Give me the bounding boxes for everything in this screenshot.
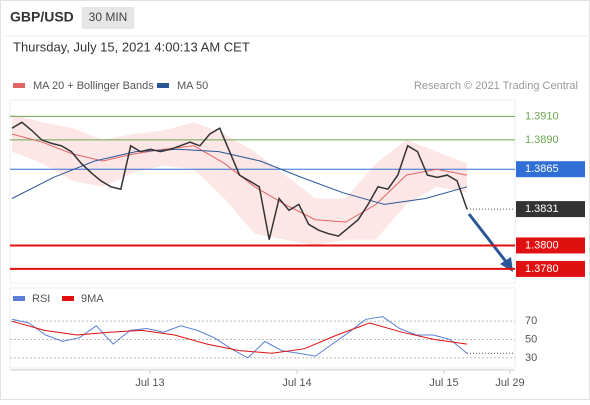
level-label: 1.3831 <box>525 203 559 215</box>
price-line <box>11 121 468 240</box>
legend-swatch <box>62 296 74 301</box>
legend-label: 9MA <box>81 293 104 305</box>
legend-label: RSI <box>32 293 50 305</box>
x-tick-label: Jul 29 <box>495 377 524 389</box>
x-tick-label: Jul 14 <box>282 377 311 389</box>
date: Thursday, July 15, 2021 4:00:13 AM CET <box>13 39 250 54</box>
x-tick-label: Jul 15 <box>429 377 458 389</box>
rsi-line <box>11 320 468 354</box>
symbol: GBP/USD <box>10 9 74 25</box>
x-tick-label: Jul 13 <box>135 377 164 389</box>
legend-label: MA 20 + Bollinger Bands <box>33 80 154 92</box>
bollinger-band <box>12 114 467 246</box>
timeframe: 30 MIN <box>89 10 128 24</box>
legend-swatch <box>13 83 25 88</box>
rsi-line <box>11 316 468 359</box>
rsi-tick-label: 50 <box>525 333 537 345</box>
level-label: 1.3890 <box>525 134 559 146</box>
price-panel <box>9 99 516 284</box>
level-tag <box>516 260 585 277</box>
rsi-panel <box>9 287 516 369</box>
rsi-tick-label: 30 <box>525 352 537 364</box>
credit: Research © 2021 Trading Central <box>414 80 578 92</box>
legend-swatch <box>13 296 25 301</box>
level-label: 1.3800 <box>525 239 559 251</box>
level-tag <box>516 201 585 218</box>
timeframe-button[interactable] <box>82 7 134 29</box>
level-label: 1.3910 <box>525 110 559 122</box>
level-label: 1.3780 <box>525 263 559 275</box>
ma-line <box>11 148 468 205</box>
level-tag <box>516 161 585 178</box>
rsi-tick-label: 70 <box>525 315 537 327</box>
legend-swatch <box>157 83 169 88</box>
level-tag <box>516 237 585 254</box>
legend-label: MA 50 <box>177 80 208 92</box>
level-label: 1.3865 <box>525 163 559 175</box>
